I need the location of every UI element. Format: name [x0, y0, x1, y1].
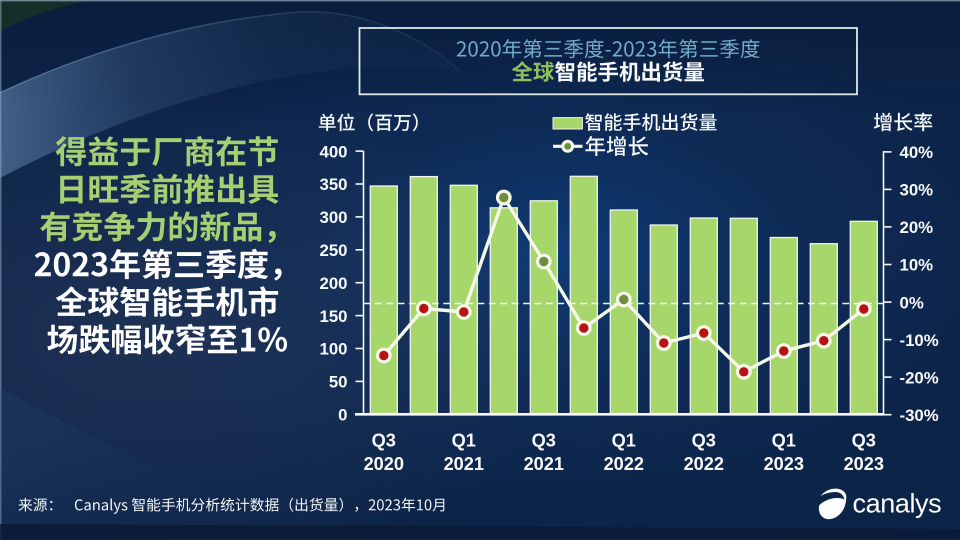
svg-text:50: 50: [329, 373, 348, 392]
svg-text:2021: 2021: [444, 454, 484, 474]
svg-text:30%: 30%: [900, 181, 934, 200]
svg-text:150: 150: [320, 307, 348, 326]
svg-text:2023: 2023: [764, 454, 804, 474]
svg-text:-30%: -30%: [900, 406, 939, 425]
svg-text:10%: 10%: [900, 256, 934, 275]
svg-text:2023: 2023: [844, 454, 884, 474]
svg-text:Q3: Q3: [852, 430, 876, 450]
svg-text:0%: 0%: [900, 293, 924, 312]
svg-text:Q1: Q1: [612, 430, 636, 450]
svg-text:0: 0: [338, 406, 347, 425]
svg-text:350: 350: [320, 175, 348, 194]
svg-text:canalys: canalys: [853, 489, 942, 519]
svg-text:2022: 2022: [604, 454, 644, 474]
svg-text:2020: 2020: [364, 454, 404, 474]
svg-text:Q3: Q3: [532, 430, 556, 450]
svg-text:Q1: Q1: [772, 430, 796, 450]
svg-text:Q3: Q3: [692, 430, 716, 450]
svg-text:400: 400: [320, 142, 348, 161]
svg-text:40%: 40%: [900, 143, 934, 162]
svg-text:Q1: Q1: [452, 430, 476, 450]
svg-text:300: 300: [320, 208, 348, 227]
svg-text:250: 250: [320, 241, 348, 260]
svg-text:2021: 2021: [524, 454, 564, 474]
svg-text:-10%: -10%: [900, 331, 939, 350]
svg-text:200: 200: [320, 274, 348, 293]
svg-text:Q3: Q3: [372, 430, 396, 450]
svg-text:-20%: -20%: [900, 368, 939, 387]
svg-text:2022: 2022: [684, 454, 724, 474]
svg-text:100: 100: [320, 340, 348, 359]
svg-text:20%: 20%: [900, 218, 934, 237]
